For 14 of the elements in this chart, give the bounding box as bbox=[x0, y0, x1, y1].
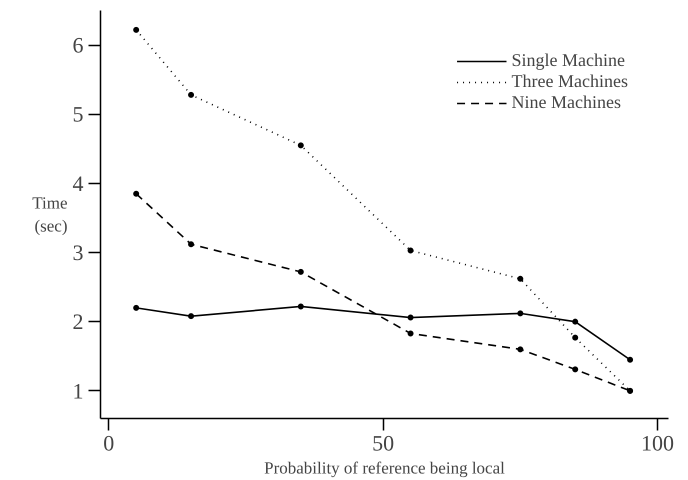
y-tick-label: 1 bbox=[72, 378, 84, 404]
y-axis-title: Time (sec) bbox=[32, 194, 68, 236]
y-tick-label: 4 bbox=[72, 170, 84, 196]
x-tick-label: 100 bbox=[641, 430, 674, 456]
y-tick-label: 3 bbox=[72, 240, 84, 266]
y-tick-label: 5 bbox=[72, 102, 84, 127]
x-tick-label: 0 bbox=[103, 430, 114, 456]
legend-label: Nine Machines bbox=[512, 92, 622, 113]
x-axis-title: Probability of reference being local bbox=[264, 458, 506, 478]
legend-label: Single Machine bbox=[512, 50, 626, 71]
x-tick-label: 50 bbox=[372, 430, 394, 456]
y-tick-label: 6 bbox=[72, 32, 84, 58]
legend-label: Three Machines bbox=[512, 71, 628, 92]
y-tick-label: 2 bbox=[72, 309, 84, 334]
